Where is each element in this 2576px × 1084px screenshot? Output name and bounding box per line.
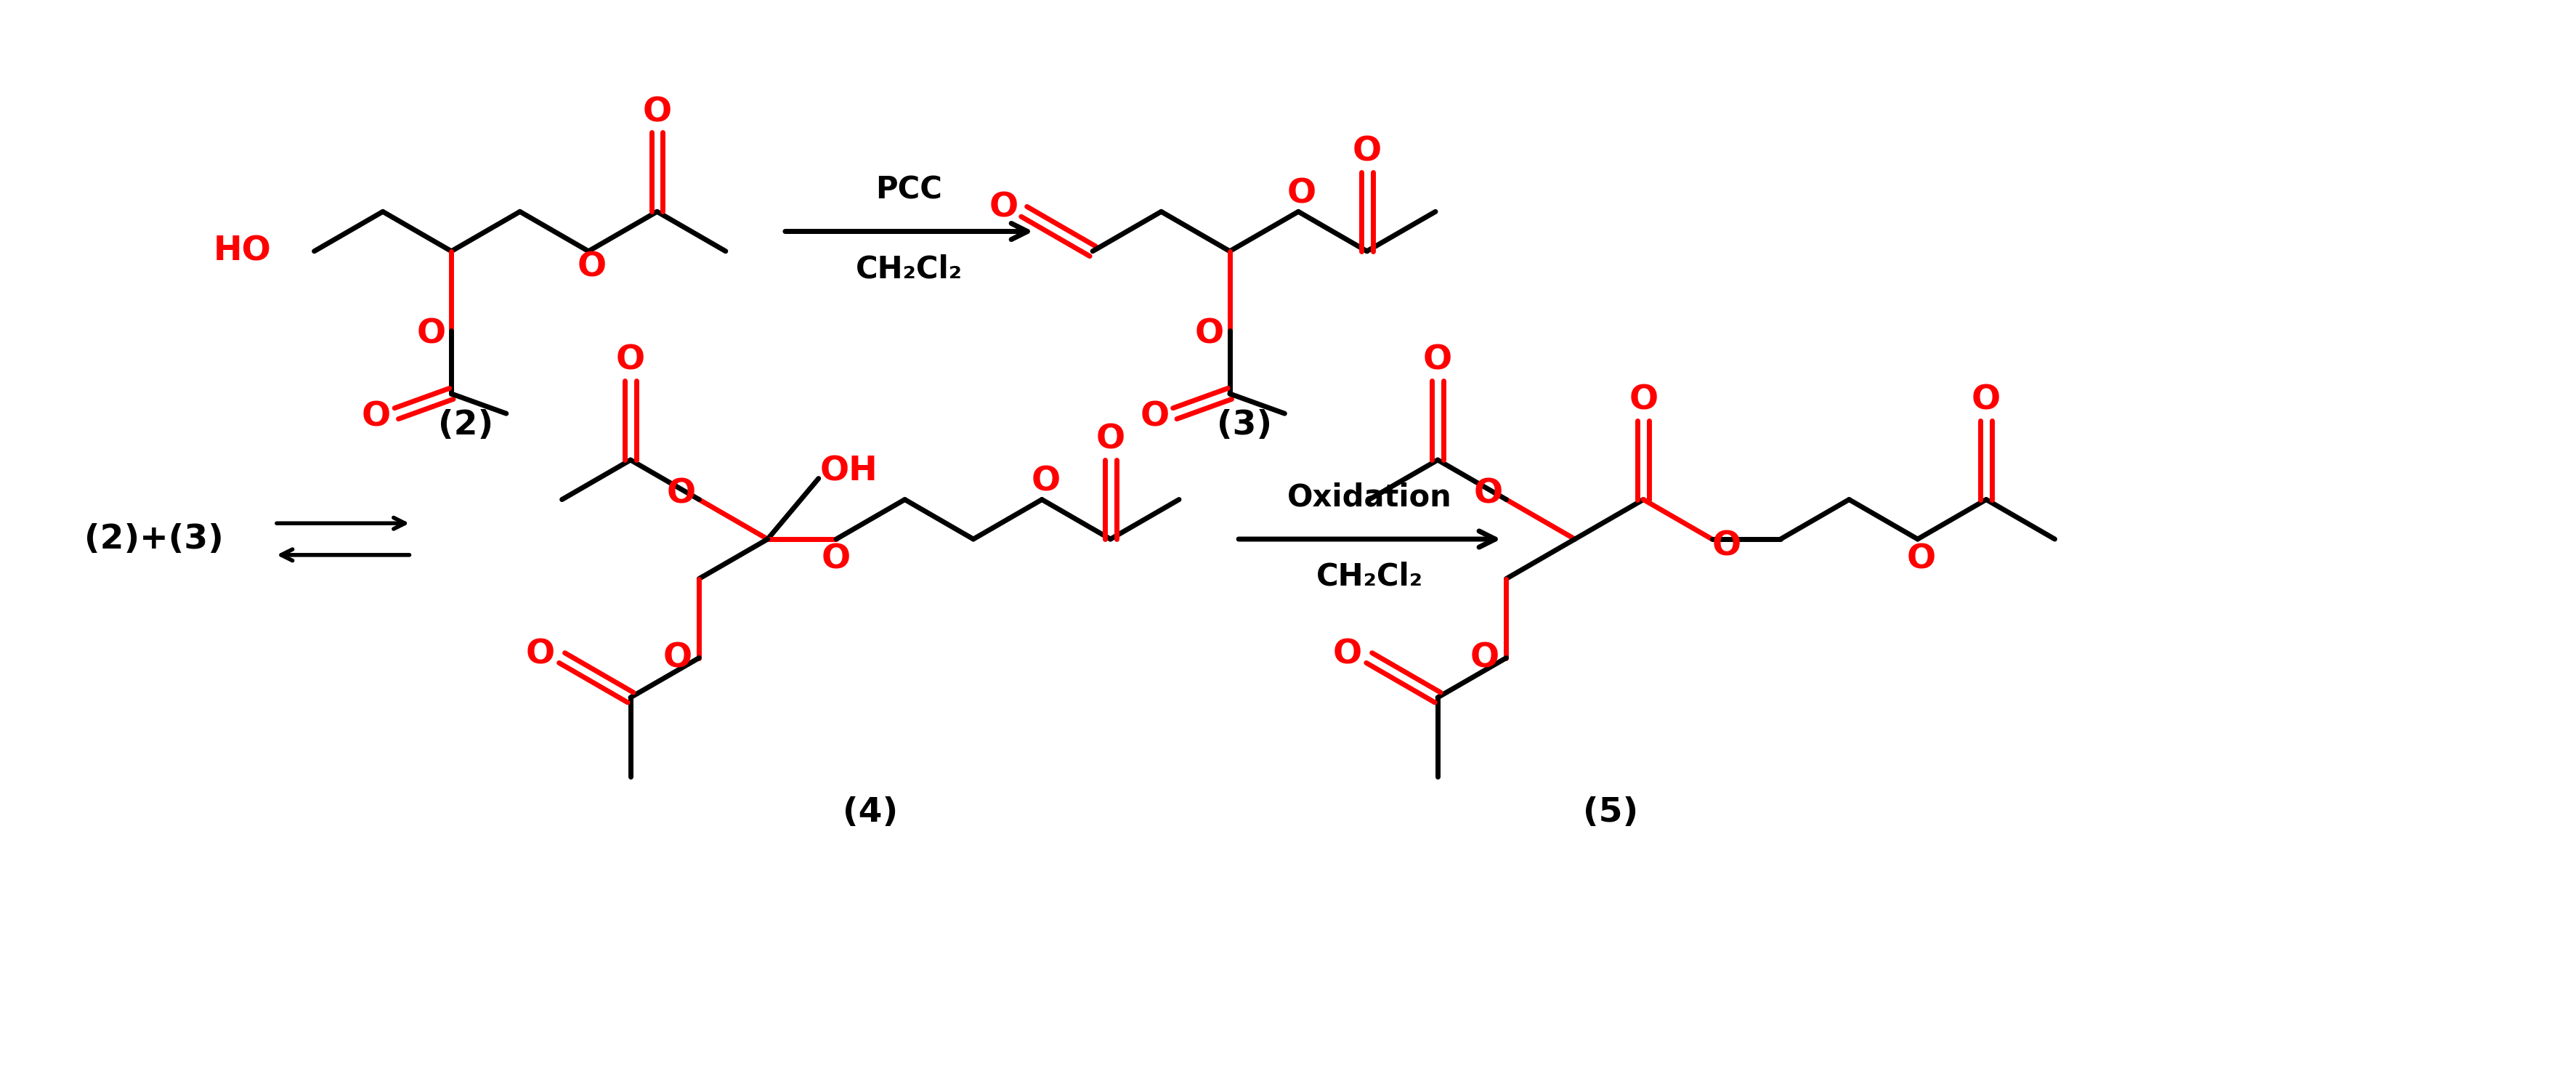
Text: (2): (2) — [438, 409, 495, 442]
Text: O: O — [361, 401, 392, 434]
Text: O: O — [1095, 424, 1126, 456]
Text: O: O — [1288, 178, 1316, 210]
Text: (2)+(3): (2)+(3) — [85, 522, 224, 555]
Text: (4): (4) — [842, 797, 899, 829]
Text: O: O — [989, 192, 1018, 224]
Text: O: O — [1628, 384, 1659, 416]
Text: O: O — [662, 642, 693, 674]
Text: (3): (3) — [1216, 409, 1273, 442]
Text: O: O — [822, 543, 850, 576]
Text: O: O — [1352, 136, 1381, 168]
Text: HO: HO — [214, 235, 270, 268]
Text: O: O — [577, 250, 608, 283]
Text: CH₂Cl₂: CH₂Cl₂ — [855, 254, 963, 284]
Text: O: O — [616, 345, 644, 377]
Text: O: O — [1713, 530, 1741, 563]
Text: O: O — [1473, 477, 1502, 511]
Text: O: O — [1141, 401, 1170, 434]
Text: O: O — [1971, 384, 2002, 416]
Text: O: O — [1906, 543, 1935, 576]
Text: O: O — [667, 477, 696, 511]
Text: PCC: PCC — [876, 175, 943, 205]
Text: O: O — [417, 318, 446, 350]
Text: O: O — [526, 638, 554, 671]
Text: OH: OH — [819, 455, 878, 488]
Text: CH₂Cl₂: CH₂Cl₂ — [1316, 562, 1422, 592]
Text: O: O — [1030, 465, 1061, 498]
Text: (5): (5) — [1584, 797, 1638, 829]
Text: O: O — [1422, 345, 1453, 377]
Text: O: O — [641, 96, 672, 129]
Text: O: O — [1195, 318, 1224, 350]
Text: O: O — [1332, 638, 1363, 671]
Text: Oxidation: Oxidation — [1288, 482, 1453, 513]
Text: O: O — [1471, 642, 1499, 674]
